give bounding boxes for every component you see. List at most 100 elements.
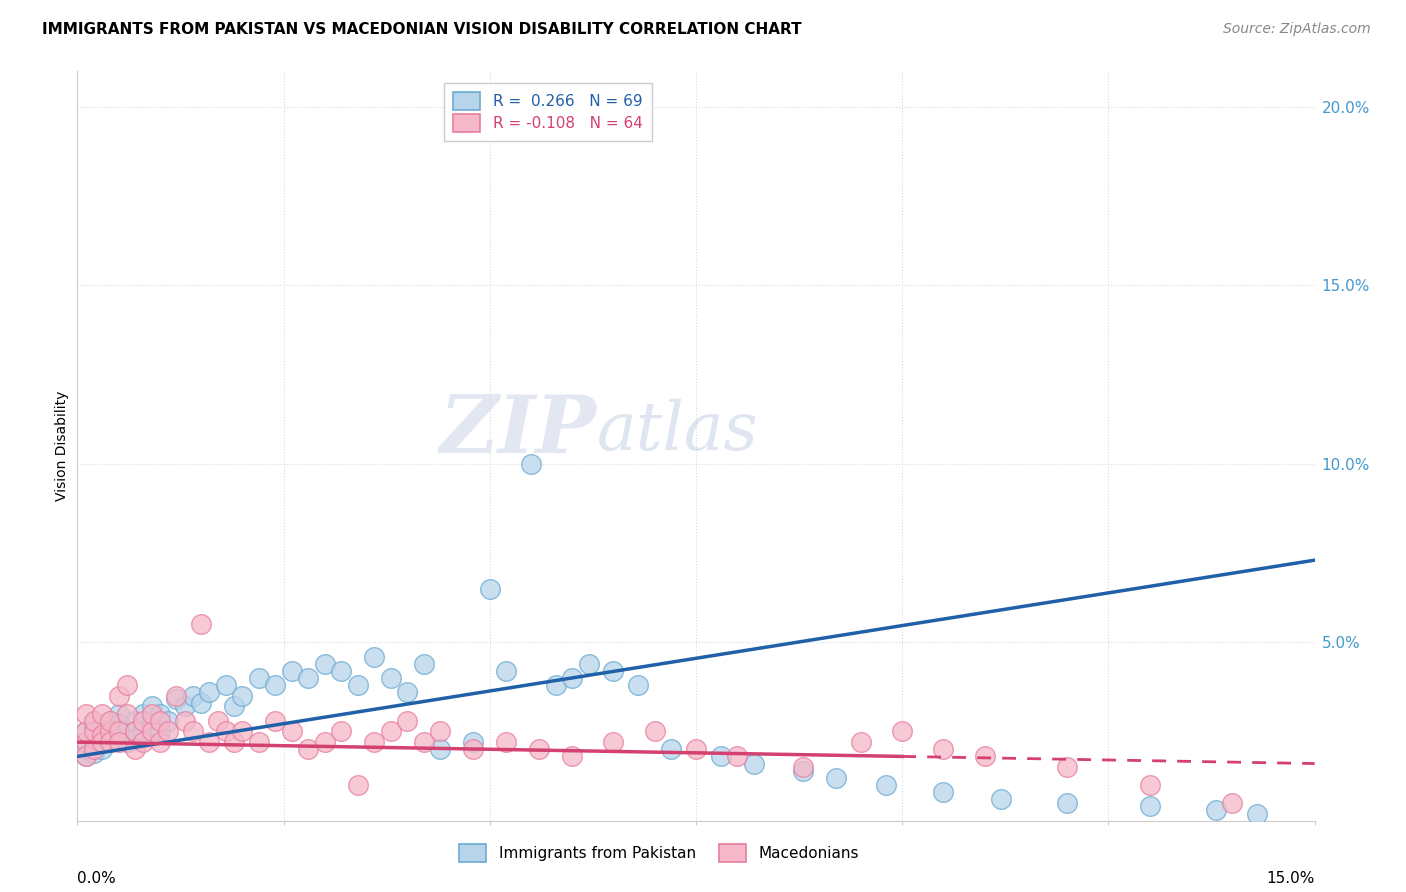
Point <box>973 749 995 764</box>
Point <box>124 714 146 728</box>
Point <box>91 731 114 746</box>
Point <box>98 735 121 749</box>
Point <box>91 706 114 721</box>
Point <box>990 792 1012 806</box>
Point <box>1056 760 1078 774</box>
Point <box>578 657 600 671</box>
Text: 15.0%: 15.0% <box>1267 871 1315 886</box>
Point <box>314 657 336 671</box>
Point <box>107 728 129 742</box>
Legend: Immigrants from Pakistan, Macedonians: Immigrants from Pakistan, Macedonians <box>451 837 866 869</box>
Point <box>891 724 914 739</box>
Point <box>281 724 304 739</box>
Point <box>478 582 501 596</box>
Point <box>124 724 146 739</box>
Point <box>1220 796 1243 810</box>
Text: 0.0%: 0.0% <box>77 871 117 886</box>
Point <box>412 657 434 671</box>
Point <box>107 724 129 739</box>
Point <box>792 760 814 774</box>
Point <box>363 735 385 749</box>
Point <box>190 696 212 710</box>
Point <box>825 771 848 785</box>
Point <box>132 714 155 728</box>
Point <box>98 714 121 728</box>
Point <box>83 714 105 728</box>
Point <box>1246 806 1268 821</box>
Point <box>198 735 221 749</box>
Point <box>91 742 114 756</box>
Point <box>875 778 897 792</box>
Point <box>75 706 97 721</box>
Point <box>115 706 138 721</box>
Point <box>107 706 129 721</box>
Point <box>710 749 733 764</box>
Point <box>181 724 204 739</box>
Text: IMMIGRANTS FROM PAKISTAN VS MACEDONIAN VISION DISABILITY CORRELATION CHART: IMMIGRANTS FROM PAKISTAN VS MACEDONIAN V… <box>42 22 801 37</box>
Point <box>396 685 419 699</box>
Point <box>1056 796 1078 810</box>
Point <box>141 724 163 739</box>
Point <box>396 714 419 728</box>
Point <box>141 717 163 731</box>
Point <box>124 731 146 746</box>
Point <box>330 664 353 678</box>
Point <box>495 664 517 678</box>
Point <box>83 739 105 753</box>
Point <box>149 735 172 749</box>
Point <box>75 749 97 764</box>
Point <box>115 724 138 739</box>
Point <box>215 678 238 692</box>
Point <box>330 724 353 739</box>
Point <box>98 724 121 739</box>
Point <box>725 749 748 764</box>
Point <box>157 714 180 728</box>
Point <box>149 714 172 728</box>
Point <box>231 689 253 703</box>
Point <box>1139 799 1161 814</box>
Point <box>429 724 451 739</box>
Point <box>157 724 180 739</box>
Point <box>107 735 129 749</box>
Point <box>107 689 129 703</box>
Point <box>281 664 304 678</box>
Point <box>207 714 229 728</box>
Point <box>659 742 682 756</box>
Point <box>165 692 187 706</box>
Point <box>75 742 97 756</box>
Point <box>264 678 287 692</box>
Point <box>173 714 195 728</box>
Point <box>165 689 187 703</box>
Point <box>149 706 172 721</box>
Point <box>561 749 583 764</box>
Point <box>264 714 287 728</box>
Point <box>932 742 955 756</box>
Point <box>529 742 551 756</box>
Point <box>75 724 97 739</box>
Point <box>429 742 451 756</box>
Point <box>83 746 105 760</box>
Point <box>346 678 368 692</box>
Point <box>115 735 138 749</box>
Point <box>149 724 172 739</box>
Text: atlas: atlas <box>598 399 759 464</box>
Point <box>141 706 163 721</box>
Point <box>561 671 583 685</box>
Point <box>75 735 97 749</box>
Point <box>75 749 97 764</box>
Point <box>98 714 121 728</box>
Point <box>1205 803 1227 817</box>
Point <box>742 756 765 771</box>
Point <box>75 735 97 749</box>
Point <box>83 724 105 739</box>
Point <box>463 742 485 756</box>
Point <box>247 671 270 685</box>
Point <box>297 742 319 756</box>
Point <box>141 699 163 714</box>
Point <box>173 699 195 714</box>
Point <box>495 735 517 749</box>
Point <box>346 778 368 792</box>
Point <box>115 678 138 692</box>
Point <box>181 689 204 703</box>
Point <box>132 735 155 749</box>
